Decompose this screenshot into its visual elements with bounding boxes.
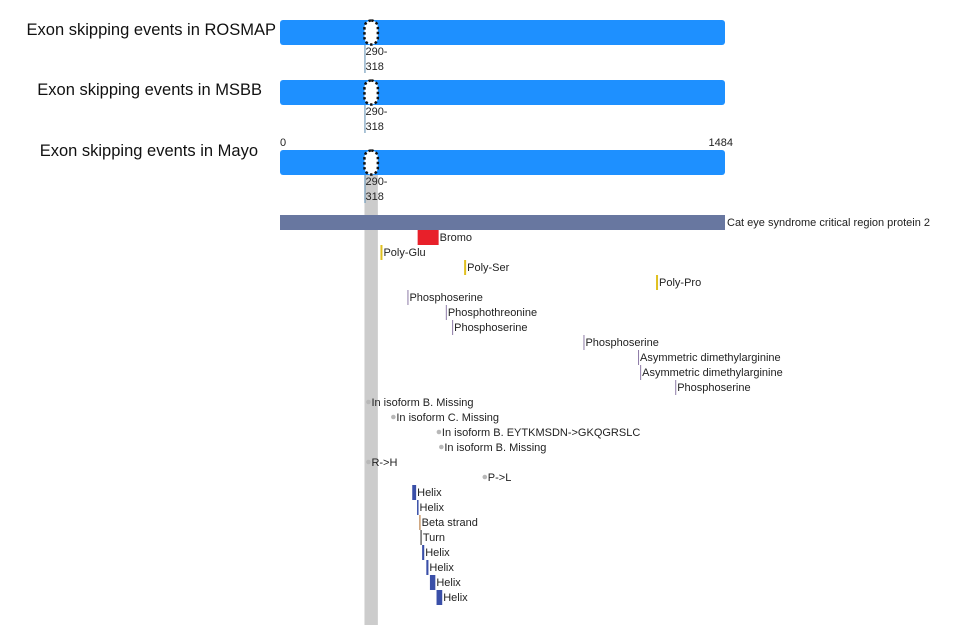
event-range-end: 318 <box>365 191 383 203</box>
feature-label: Asymmetric dimethylarginine <box>640 352 781 364</box>
feature-mark <box>452 320 454 335</box>
feature-modified[interactable]: Phosphoserine <box>452 320 528 335</box>
feature-mark <box>675 380 677 395</box>
event-range-end: 318 <box>365 121 383 133</box>
feature-label: Helix <box>417 487 442 499</box>
feature-label: Asymmetric dimethylarginine <box>642 367 783 379</box>
feature-label: Phosphoserine <box>677 382 750 394</box>
feature-variant[interactable]: R->H <box>366 457 397 469</box>
feature-helix[interactable]: Helix <box>436 590 469 605</box>
feature-helix[interactable]: Helix <box>417 500 444 515</box>
feature-helix[interactable]: Helix <box>426 560 454 575</box>
feature-mark <box>583 335 585 350</box>
feature-mark <box>436 590 443 605</box>
track-bar[interactable] <box>280 150 725 175</box>
feature-mark <box>419 515 421 530</box>
axis-max-label: 1484 <box>709 137 733 149</box>
feature-label: Helix <box>425 547 450 559</box>
feature-domain[interactable]: Bromo <box>417 230 472 245</box>
feature-helix[interactable]: Helix <box>429 575 461 590</box>
feature-label: In isoform B. Missing <box>444 442 546 454</box>
feature-label: Poly-Ser <box>467 262 510 274</box>
feature-turn[interactable]: Turn <box>420 530 445 545</box>
feature-label: Phosphoserine <box>454 322 527 334</box>
feature-label: Turn <box>423 532 445 544</box>
feature-mark <box>656 275 659 290</box>
feature-modified[interactable]: Phosphoserine <box>407 290 483 305</box>
feature-label: Poly-Pro <box>659 277 701 289</box>
feature-label: Poly-Glu <box>383 247 425 259</box>
feature-mark <box>380 245 383 260</box>
feature-modified[interactable]: Asymmetric dimethylarginine <box>640 365 783 380</box>
feature-modified[interactable]: Phosphoserine <box>583 335 659 350</box>
feature-region[interactable]: Poly-Ser <box>464 260 510 275</box>
feature-mark <box>426 560 429 575</box>
feature-label: Helix <box>443 592 468 604</box>
feature-label: P->L <box>488 472 512 484</box>
axis-min-label: 0 <box>280 137 286 149</box>
event-range-end: 318 <box>365 61 383 73</box>
feature-label: Helix <box>436 577 461 589</box>
feature-modified[interactable]: Phosphothreonine <box>445 305 537 320</box>
feature-strand[interactable]: Beta strand <box>419 515 478 530</box>
feature-variant[interactable]: P->L <box>482 472 512 484</box>
feature-label: Phosphoserine <box>409 292 482 304</box>
feature-modified[interactable]: Asymmetric dimethylarginine <box>638 350 781 365</box>
variant-dot <box>391 414 396 420</box>
feature-label: Helix <box>429 562 454 574</box>
protein-name: Cat eye syndrome critical region protein… <box>727 217 930 229</box>
feature-modified[interactable]: Phosphoserine <box>675 380 751 395</box>
highlight-column <box>364 150 378 625</box>
feature-mark <box>640 365 642 380</box>
feature-variant[interactable]: In isoform C. Missing <box>391 412 499 424</box>
feature-mark <box>417 230 439 245</box>
feature-mark <box>407 290 409 305</box>
track-title: Exon skipping events in Mayo <box>40 142 258 160</box>
feature-label: In isoform B. EYTKMSDN->GKQGRSLC <box>442 427 640 439</box>
feature-mark <box>464 260 467 275</box>
feature-variant[interactable]: In isoform B. Missing <box>366 397 474 409</box>
variant-dot <box>439 444 444 450</box>
feature-region[interactable]: Poly-Glu <box>380 245 426 260</box>
feature-mark <box>420 530 422 545</box>
variant-dot <box>436 429 442 435</box>
track-bar[interactable] <box>280 20 725 45</box>
feature-label: Beta strand <box>422 517 478 529</box>
feature-mark <box>417 500 419 515</box>
feature-label: Bromo <box>440 232 472 244</box>
exon-skipping-event[interactable] <box>363 149 380 176</box>
event-range-start: 290- <box>365 176 387 188</box>
feature-variant[interactable]: In isoform B. EYTKMSDN->GKQGRSLC <box>436 427 641 439</box>
track-title: Exon skipping events in ROSMAP <box>27 21 276 39</box>
feature-mark <box>638 350 640 365</box>
exon-skipping-event[interactable] <box>363 79 380 106</box>
feature-variant[interactable]: In isoform B. Missing <box>439 442 546 454</box>
variant-dot <box>366 459 371 465</box>
feature-label: In isoform C. Missing <box>396 412 499 424</box>
variant-dot <box>482 474 488 480</box>
feature-mark <box>422 545 425 560</box>
feature-mark <box>445 305 447 320</box>
feature-helix[interactable]: Helix <box>412 485 442 500</box>
feature-mark <box>429 575 436 590</box>
track-title: Exon skipping events in MSBB <box>37 81 262 99</box>
feature-label: R->H <box>371 457 397 469</box>
feature-label: In isoform B. Missing <box>371 397 473 409</box>
variant-dot <box>366 399 371 405</box>
track-bar[interactable] <box>280 80 725 105</box>
feature-mark <box>412 485 417 500</box>
event-range-start: 290- <box>365 46 387 58</box>
feature-helix[interactable]: Helix <box>422 545 450 560</box>
feature-label: Phosphothreonine <box>448 307 537 319</box>
exon-skipping-event[interactable] <box>363 19 380 46</box>
protein-bar[interactable] <box>280 215 725 230</box>
feature-label: Phosphoserine <box>585 337 658 349</box>
feature-region[interactable]: Poly-Pro <box>656 275 701 290</box>
event-range-start: 290- <box>365 106 387 118</box>
feature-label: Helix <box>420 502 445 514</box>
